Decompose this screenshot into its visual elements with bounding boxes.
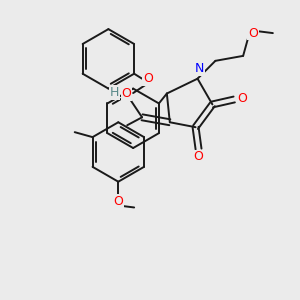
Text: O: O (121, 87, 131, 100)
Text: O: O (248, 27, 258, 40)
Text: O: O (237, 92, 247, 105)
Text: O: O (143, 72, 153, 85)
Text: N: N (195, 62, 204, 75)
Text: O: O (194, 150, 203, 164)
Text: O: O (113, 195, 123, 208)
Text: H: H (110, 86, 119, 99)
